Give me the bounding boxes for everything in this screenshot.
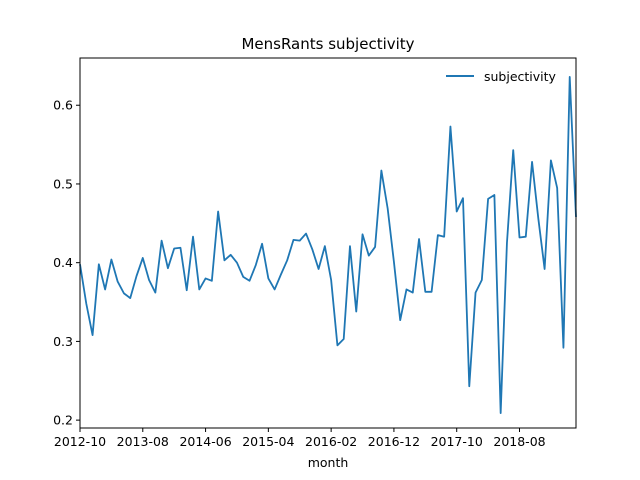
chart-title: MensRants subjectivity [241, 35, 414, 53]
legend-label-subjectivity: subjectivity [484, 69, 557, 84]
legend: subjectivity [446, 69, 557, 84]
x-tick-label: 2016-02 [305, 434, 357, 449]
y-tick-label: 0.2 [53, 413, 73, 428]
plot-area [79, 75, 577, 414]
series-line-subjectivity [79, 75, 577, 414]
x-axis: 2012-10 2013-08 2014-06 2015-04 2016-02 2016-… [54, 428, 546, 449]
x-tick-label: 2017-10 [431, 434, 483, 449]
x-tick-label: 2013-08 [117, 434, 169, 449]
x-tick-label: 2014-06 [179, 434, 231, 449]
y-tick-label: 0.5 [53, 176, 73, 191]
x-tick-label: 2016-12 [368, 434, 420, 449]
axes-frame [79, 57, 577, 429]
x-axis-label: month [308, 455, 349, 470]
y-tick-label: 0.4 [53, 255, 73, 270]
y-axis: 0.2 0.3 0.4 0.5 0.6 [53, 98, 80, 428]
x-tick-label: 2018-08 [493, 434, 545, 449]
x-tick-label: 2012-10 [54, 434, 106, 449]
y-tick-label: 0.3 [53, 334, 73, 349]
x-tick-label: 2015-04 [242, 434, 294, 449]
y-tick-label: 0.6 [53, 98, 73, 113]
